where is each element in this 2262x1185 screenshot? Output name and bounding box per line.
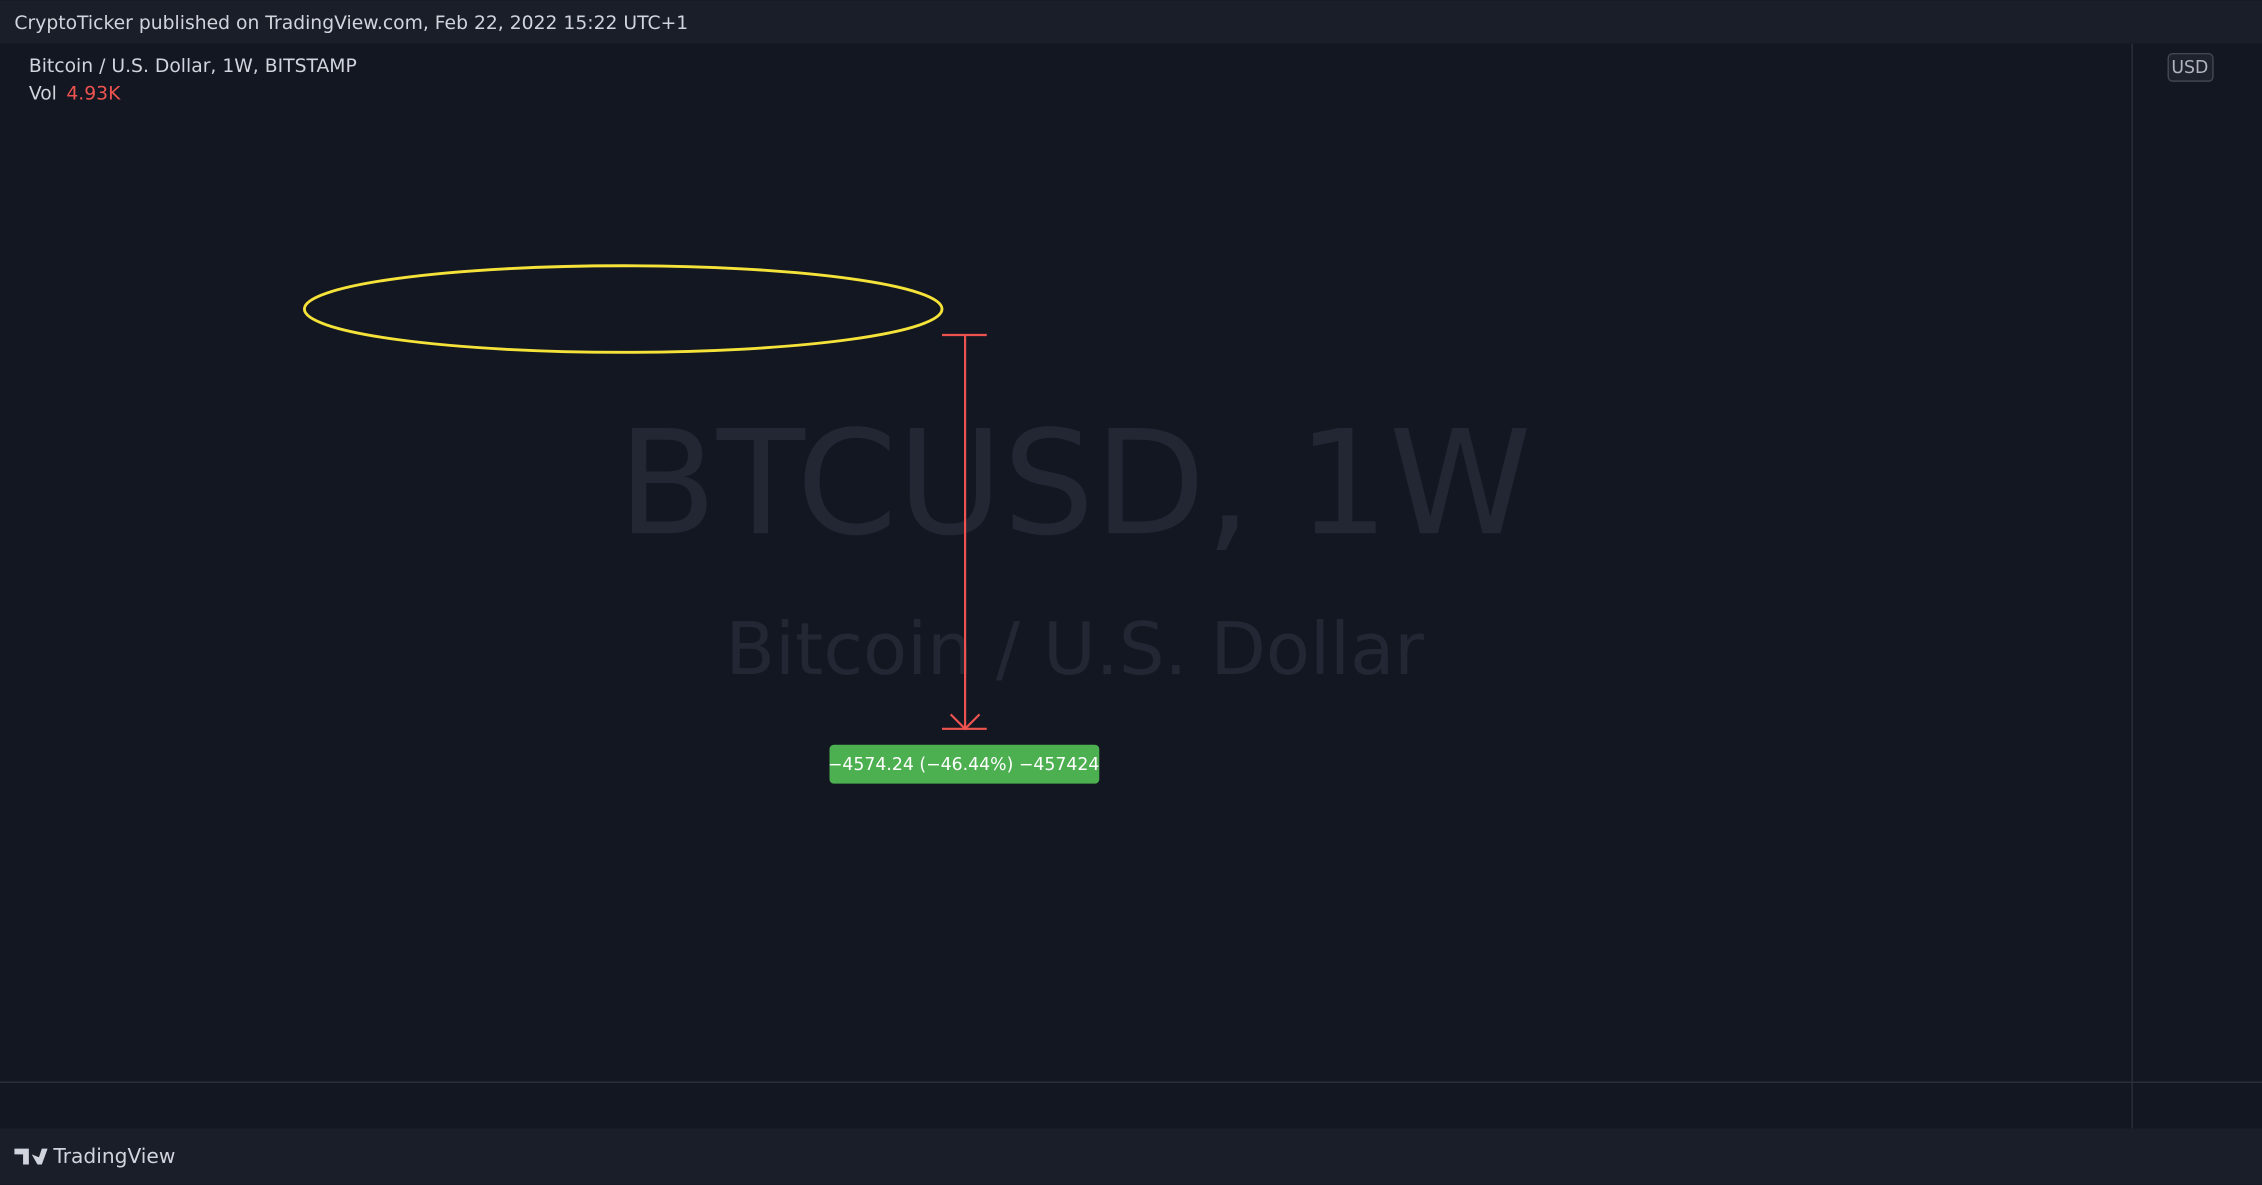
watermark-symbol: BTCUSD, 1W <box>618 400 1532 568</box>
bottom-bar <box>0 1128 2262 1185</box>
top-bar <box>0 0 2262 44</box>
watermark-name: Bitcoin / U.S. Dollar <box>726 608 1425 692</box>
logo <box>14 1148 48 1165</box>
footer-brand: TradingView <box>52 1144 175 1168</box>
vol-legend: Vol <box>29 84 57 105</box>
currency-badge <box>2167 52 2214 82</box>
currency: USD <box>2171 58 2208 78</box>
ellipse-drawing <box>302 264 944 354</box>
measure-tool <box>942 333 987 731</box>
measure-label-box <box>829 744 1100 784</box>
vol-value: 4.93K <box>66 84 121 105</box>
symbol-legend: Bitcoin / U.S. Dollar, 1W, BITSTAMP <box>29 56 357 77</box>
measure-label: −4574.24 (−46.44%) −457424 <box>828 755 1099 775</box>
published-note: CryptoTicker published on TradingView.co… <box>14 13 688 34</box>
